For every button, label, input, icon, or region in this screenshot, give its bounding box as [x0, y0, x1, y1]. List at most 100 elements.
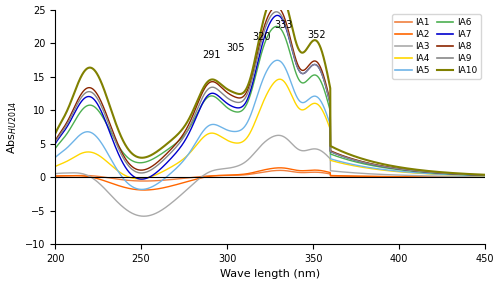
Line: IA2: IA2	[55, 168, 485, 190]
IA6	[470, 173, 476, 177]
IA3	[52, 172, 58, 175]
IA1	[250, 172, 256, 176]
Line: IA6: IA6	[55, 27, 485, 175]
Line: IA7: IA7	[55, 15, 485, 179]
Line: IA10: IA10	[55, 0, 485, 175]
IA8	[470, 173, 476, 176]
IA1	[262, 170, 268, 174]
IA2	[262, 168, 268, 172]
IA7	[482, 174, 488, 177]
IA2	[52, 174, 58, 178]
IA9	[74, 103, 80, 107]
IA6	[74, 115, 80, 119]
Line: IA9: IA9	[55, 12, 485, 175]
IA5	[262, 74, 268, 78]
Text: 352: 352	[307, 30, 326, 40]
IA3	[470, 175, 476, 178]
IA6	[250, 85, 256, 88]
IA5	[274, 58, 280, 62]
IA6	[470, 173, 476, 177]
IA10	[74, 84, 80, 88]
IA3	[74, 171, 80, 175]
IA1	[52, 174, 58, 178]
IA6	[52, 147, 58, 150]
IA8	[74, 100, 80, 103]
IA6	[391, 167, 397, 171]
IA4	[276, 78, 282, 81]
X-axis label: Wave length (nm): Wave length (nm)	[220, 269, 320, 280]
IA4	[136, 177, 142, 181]
IA5	[482, 174, 488, 178]
IA8	[391, 166, 397, 170]
IA8	[273, 5, 279, 9]
IA5	[391, 169, 397, 172]
IA4	[482, 174, 488, 178]
IA3	[141, 215, 147, 218]
IA9	[250, 75, 256, 78]
IA7	[74, 107, 80, 110]
IA2	[142, 188, 148, 192]
IA7	[470, 173, 476, 176]
IA1	[277, 169, 283, 172]
IA7	[138, 178, 144, 181]
IA2	[74, 174, 80, 177]
IA5	[138, 188, 144, 191]
Line: IA3: IA3	[55, 135, 485, 216]
IA4	[262, 97, 268, 101]
IA5	[250, 107, 256, 110]
IA4	[391, 170, 397, 173]
IA10	[52, 132, 58, 136]
IA2	[277, 166, 283, 170]
IA9	[470, 173, 476, 176]
IA2	[482, 175, 488, 179]
IA4	[74, 154, 80, 157]
Text: 333: 333	[274, 20, 293, 30]
IA5	[470, 174, 476, 177]
IA2	[391, 175, 397, 178]
Legend: IA1, IA2, IA3, IA4, IA5, IA6, IA7, IA8, IA9, IA10: IA1, IA2, IA3, IA4, IA5, IA6, IA7, IA8, …	[392, 14, 480, 79]
IA2	[470, 175, 476, 179]
IA4	[470, 174, 476, 177]
IA9	[52, 141, 58, 144]
IA3	[470, 175, 476, 178]
IA3	[262, 141, 268, 144]
IA1	[391, 175, 397, 178]
IA10	[470, 172, 476, 176]
IA8	[470, 173, 476, 176]
IA3	[276, 134, 281, 137]
IA1	[74, 174, 80, 177]
IA2	[470, 175, 476, 179]
IA8	[261, 25, 267, 28]
IA1	[470, 175, 476, 179]
IA7	[391, 166, 397, 170]
IA7	[262, 35, 268, 39]
IA4	[470, 174, 476, 177]
IA7	[52, 142, 58, 146]
IA5	[470, 174, 476, 177]
IA9	[391, 166, 397, 170]
IA7	[470, 173, 476, 176]
IA1	[482, 175, 488, 179]
IA3	[482, 175, 488, 178]
Line: IA4: IA4	[55, 79, 485, 179]
IA7	[274, 14, 280, 17]
IA9	[470, 173, 476, 176]
Line: IA8: IA8	[55, 7, 485, 175]
Y-axis label: Abs$_{HU2014}$: Abs$_{HU2014}$	[6, 100, 20, 154]
IA10	[470, 172, 476, 176]
IA5	[52, 156, 58, 159]
IA10	[250, 67, 256, 71]
IA9	[482, 174, 488, 177]
IA3	[250, 153, 256, 156]
IA2	[250, 171, 256, 174]
IA4	[250, 125, 256, 129]
IA8	[52, 139, 58, 143]
IA6	[274, 25, 280, 28]
IA10	[391, 164, 397, 168]
IA10	[482, 173, 488, 176]
IA5	[74, 136, 80, 139]
Text: 291: 291	[202, 50, 221, 60]
IA10	[261, 16, 267, 19]
Line: IA5: IA5	[55, 60, 485, 190]
Line: IA1: IA1	[55, 170, 485, 181]
